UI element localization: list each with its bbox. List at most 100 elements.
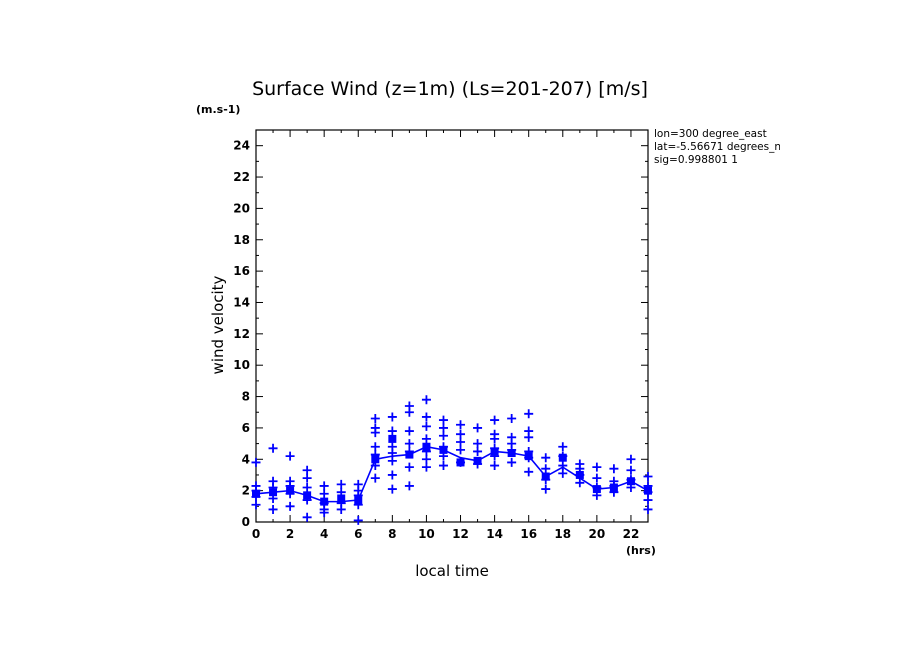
plus-marker	[490, 443, 500, 453]
plus-marker	[370, 428, 380, 438]
plus-marker	[285, 489, 295, 499]
plus-marker	[473, 459, 483, 469]
plus-marker	[336, 504, 346, 514]
plus-marker	[353, 500, 363, 510]
plus-marker	[456, 445, 466, 455]
plus-marker	[268, 483, 278, 493]
plus-marker	[268, 443, 278, 453]
y-tick-label: 12	[233, 327, 250, 341]
plus-marker	[592, 473, 602, 483]
plus-marker	[524, 409, 534, 419]
plus-marker	[541, 475, 551, 485]
square-marker	[354, 496, 363, 505]
plus-marker	[370, 461, 380, 471]
plus-marker	[302, 465, 312, 475]
plus-marker	[438, 423, 448, 433]
y-tick-label: 8	[242, 390, 250, 404]
plus-marker	[438, 415, 448, 425]
plus-marker	[421, 412, 431, 422]
plus-marker	[626, 465, 636, 475]
plus-marker	[404, 407, 414, 417]
x-tick-label: 0	[252, 527, 260, 541]
plus-marker	[438, 442, 448, 452]
plus-marker	[456, 420, 466, 430]
plus-marker	[473, 446, 483, 456]
plus-marker	[302, 495, 312, 505]
plus-marker	[319, 481, 329, 491]
y-tick-label: 14	[233, 295, 250, 309]
y-tick-label: 16	[233, 264, 250, 278]
plus-marker	[438, 461, 448, 471]
plus-marker	[626, 454, 636, 464]
square-marker	[422, 442, 431, 451]
plus-marker	[404, 462, 414, 472]
plus-marker	[438, 451, 448, 461]
plus-marker	[302, 473, 312, 483]
x-tick-label: 18	[554, 527, 571, 541]
annotation-sig: sig=0.998801 1	[654, 154, 738, 166]
plus-marker	[421, 454, 431, 464]
y-tick-label: 20	[233, 201, 250, 215]
plus-marker	[490, 451, 500, 461]
plus-marker	[251, 492, 261, 502]
plus-marker	[336, 479, 346, 489]
plus-marker	[353, 490, 363, 500]
x-tick-label: 10	[418, 527, 435, 541]
plus-marker	[421, 434, 431, 444]
plus-marker	[421, 421, 431, 431]
chart-title: Surface Wind (z=1m) (Ls=201-207) [m/s]	[252, 78, 648, 100]
plus-marker	[387, 456, 397, 466]
plus-marker	[336, 487, 346, 497]
plus-marker	[575, 470, 585, 480]
plus-marker	[302, 512, 312, 522]
plus-marker	[387, 470, 397, 480]
plus-marker	[370, 473, 380, 483]
plus-marker	[421, 395, 431, 405]
y-tick-label: 22	[233, 170, 250, 184]
y-tick-label: 10	[233, 358, 250, 372]
plus-marker	[609, 487, 619, 497]
plus-marker	[285, 501, 295, 511]
plus-marker	[626, 483, 636, 493]
plus-marker	[251, 457, 261, 467]
x-tick-label: 4	[320, 527, 328, 541]
plus-marker	[490, 434, 500, 444]
x-axis-label: local time	[415, 562, 489, 580]
plus-marker	[490, 461, 500, 471]
plus-marker	[285, 451, 295, 461]
square-marker	[337, 494, 346, 503]
annotation-lat: lat=-5.56671 degrees_north	[654, 141, 780, 153]
plus-marker	[404, 481, 414, 491]
plus-marker	[626, 475, 636, 485]
plus-marker	[285, 481, 295, 491]
plus-marker	[541, 453, 551, 463]
x-tick-label: 6	[354, 527, 362, 541]
annotation-lon: lon=300 degree_east	[654, 128, 767, 140]
plus-marker	[387, 484, 397, 494]
x-axis-unit: (hrs)	[626, 544, 656, 557]
plus-marker	[507, 457, 517, 467]
plus-marker	[387, 448, 397, 458]
plus-marker	[592, 462, 602, 472]
plus-marker	[643, 487, 653, 497]
plus-marker	[421, 462, 431, 472]
y-tick-label: 24	[233, 139, 250, 153]
x-tick-label: 16	[520, 527, 537, 541]
plus-marker	[456, 429, 466, 439]
square-marker	[303, 491, 312, 500]
plus-marker	[353, 515, 363, 525]
plus-marker	[490, 415, 500, 425]
y-tick-label: 4	[242, 452, 250, 466]
plus-marker	[370, 414, 380, 424]
plus-marker	[609, 464, 619, 474]
plus-marker	[456, 437, 466, 447]
y-tick-label: 18	[233, 233, 250, 247]
plus-marker	[370, 442, 380, 452]
square-marker	[269, 488, 278, 497]
x-tick-label: 20	[589, 527, 606, 541]
plus-marker	[643, 504, 653, 514]
x-tick-label: 14	[486, 527, 503, 541]
y-axis-unit: (m.s-1)	[196, 103, 241, 116]
plus-marker	[558, 468, 568, 478]
